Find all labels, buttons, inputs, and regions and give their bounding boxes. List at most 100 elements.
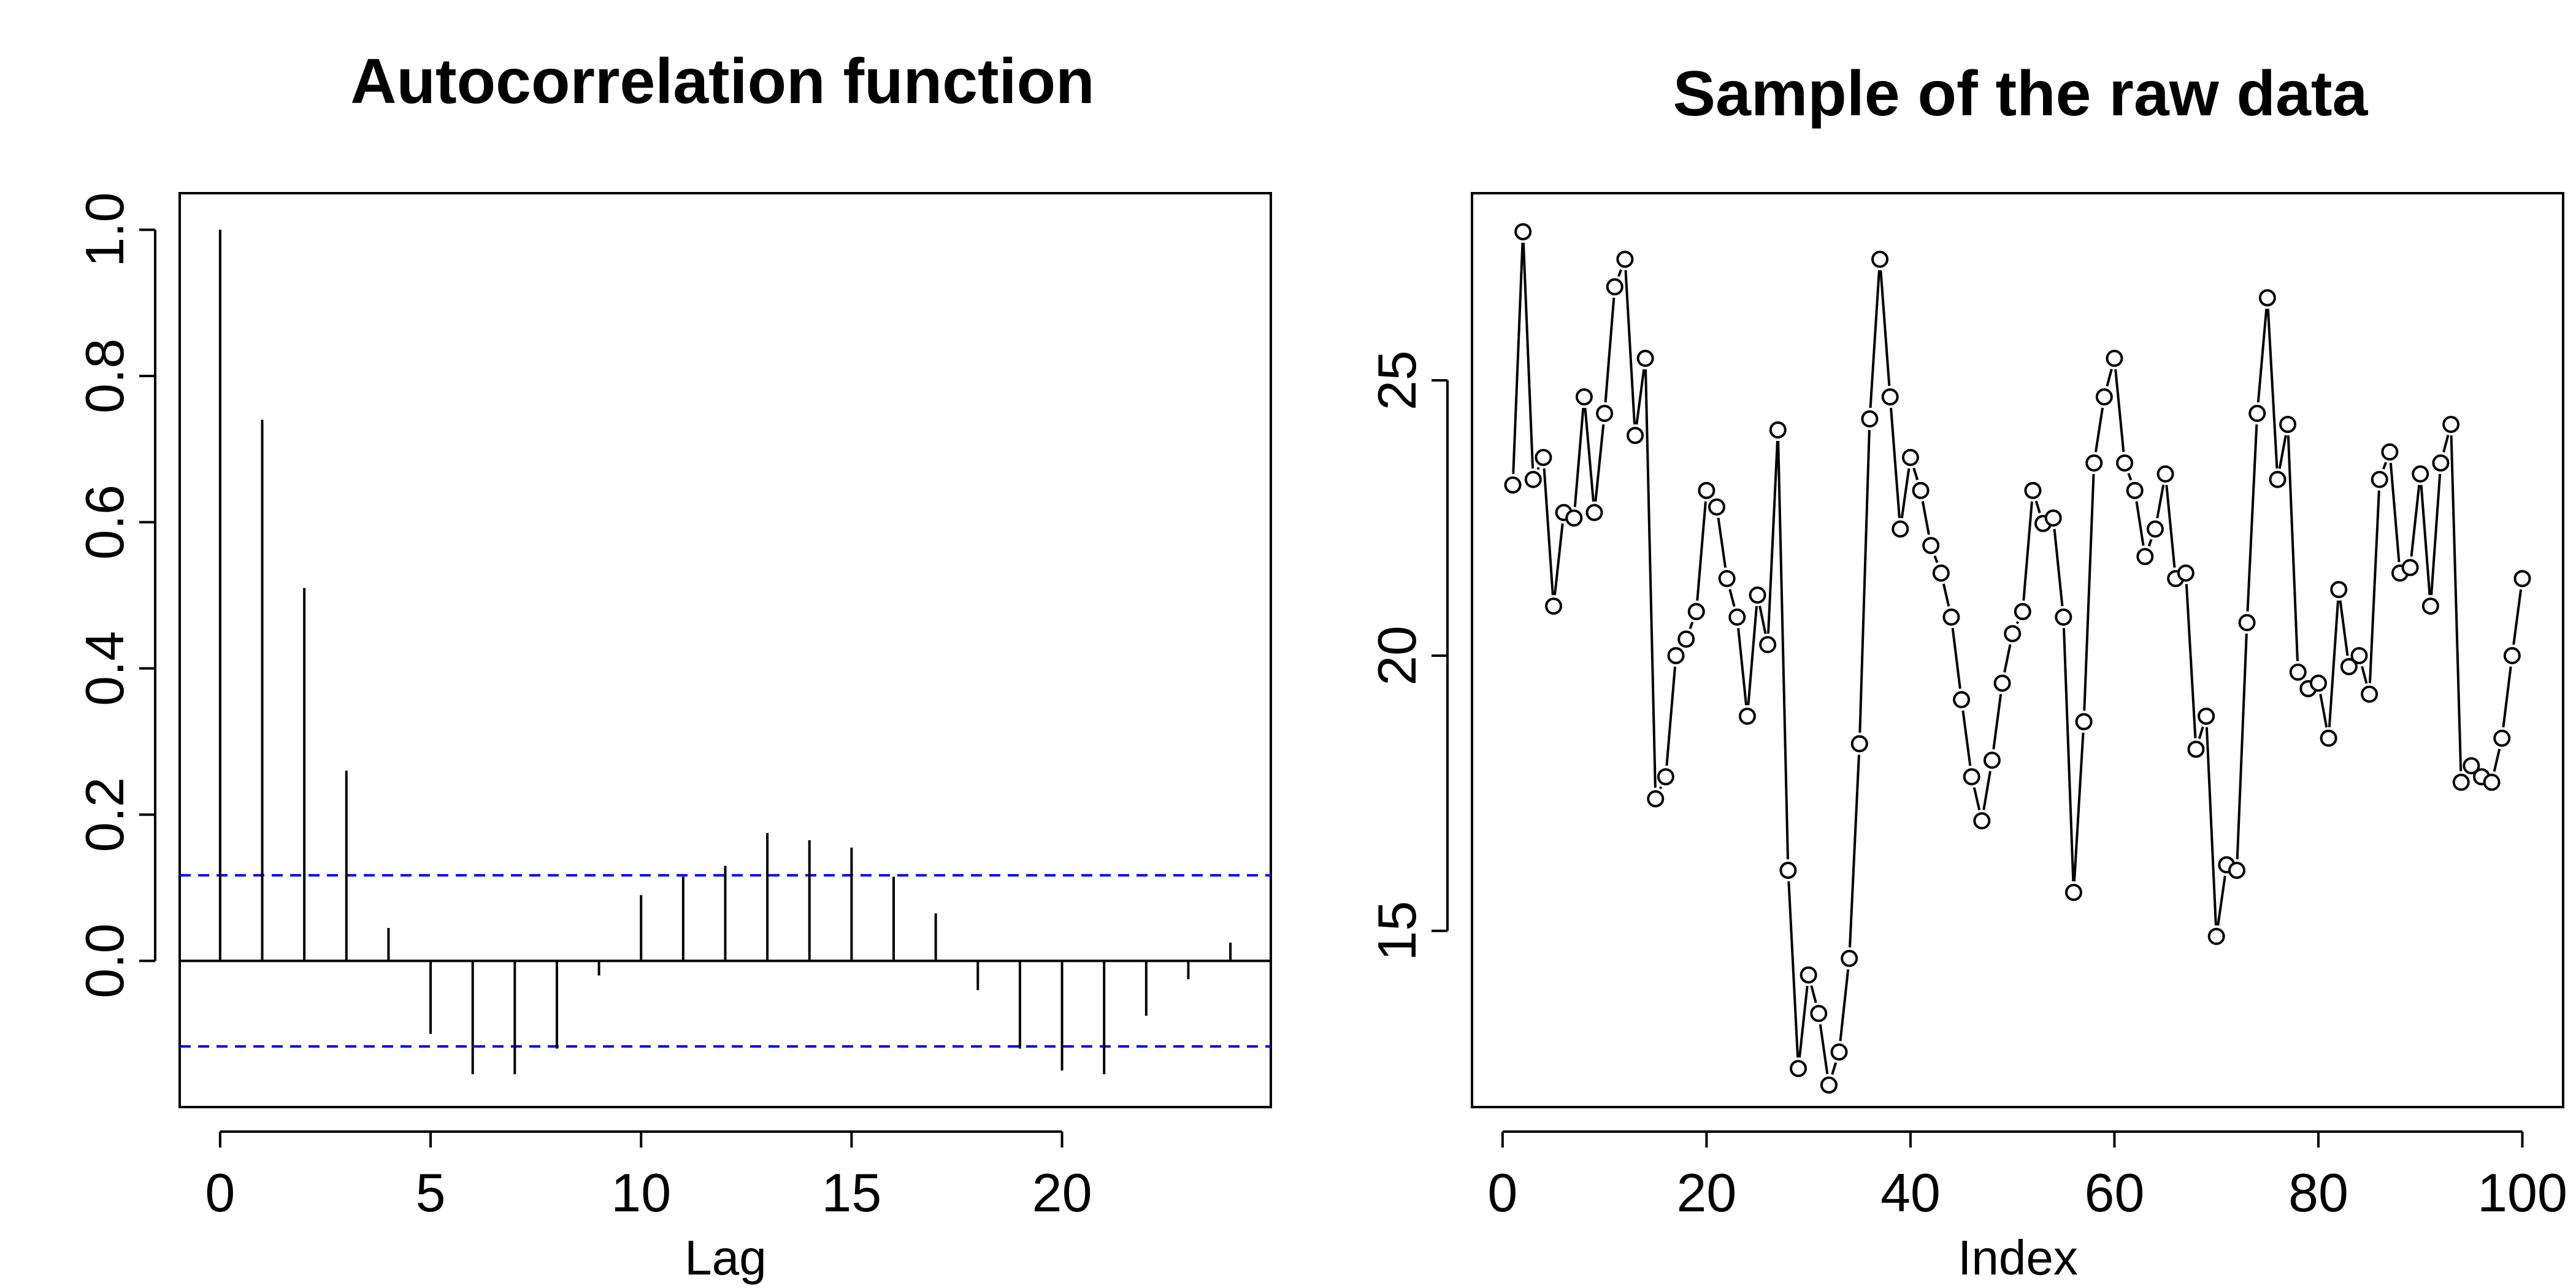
raw-line-segment <box>2246 424 2258 612</box>
acf-y-tick-label: 0.0 <box>74 923 135 998</box>
raw-y-tick-label: 25 <box>1367 350 1427 410</box>
raw-line-segment <box>2003 644 2012 673</box>
raw-line-segment <box>1604 297 1616 403</box>
raw-data-point-73 <box>2238 614 2256 632</box>
raw-line-segment <box>1522 242 1535 469</box>
raw-data-point-5 <box>1545 597 1563 615</box>
raw-data-point-40 <box>1901 448 1919 466</box>
raw-data-point-44 <box>1942 608 1960 626</box>
acf-y-tick-label: 1.0 <box>74 192 135 267</box>
raw-line-segment <box>1912 467 1919 481</box>
raw-line-segment <box>2073 732 2085 882</box>
raw-line-segment <box>1573 407 1585 507</box>
raw-line-segment <box>1798 986 1809 1058</box>
raw-data-point-31 <box>1810 1005 1828 1022</box>
acf-y-tick-label: 0.4 <box>74 631 135 706</box>
raw-line-segment <box>1767 440 1779 634</box>
raw-data-point-52 <box>2024 481 2042 499</box>
raw-line-segment <box>1819 1024 1829 1075</box>
raw-data-point-39 <box>1892 520 1909 538</box>
raw-data-point-87 <box>2381 443 2399 461</box>
raw-line-segment <box>2022 501 2033 601</box>
raw-line-segment <box>2287 435 2299 662</box>
raw-line-segment <box>1717 518 1727 568</box>
acf-panel: Autocorrelation function 0 5 10 15 20 0.0 0.2… <box>74 46 1272 1285</box>
raw-data-point-16 <box>1657 768 1674 786</box>
raw-line-segment <box>1982 770 1991 810</box>
raw-line-segment <box>2165 485 2176 568</box>
raw-data-point-1 <box>1504 476 1522 494</box>
acf-x-tick-label: 0 <box>205 1162 235 1223</box>
raw-data-point-10 <box>1596 405 1614 423</box>
raw-data-point-95 <box>2463 757 2480 775</box>
raw-line-segment <box>2114 369 2125 453</box>
acf-y-tick-label: 0.2 <box>74 777 135 852</box>
raw-x-tick-label: 40 <box>1880 1162 1941 1223</box>
raw-line-segment <box>1831 1062 1838 1075</box>
raw-x-tick-label: 60 <box>2085 1162 2145 1223</box>
raw-y-axis: 15 20 25 <box>1367 350 1449 961</box>
raw-data-point-23 <box>1728 608 1746 626</box>
raw-x-tick-label: 100 <box>2477 1162 2567 1223</box>
raw-line-segment <box>2127 473 2133 481</box>
acf-x-axis: 0 5 10 15 20 <box>205 1130 1092 1223</box>
raw-line-segment <box>1992 694 2003 749</box>
raw-data-point-50 <box>2004 625 2022 643</box>
raw-data-point-56 <box>2064 883 2082 901</box>
raw-y-tick-label: 15 <box>1367 901 1427 961</box>
raw-line-segment <box>1869 270 1880 408</box>
raw-data-point-51 <box>2014 603 2031 621</box>
raw-line-segment <box>2106 369 2113 387</box>
acf-x-tick-label: 15 <box>821 1162 881 1223</box>
raw-line-segment <box>1890 407 1901 518</box>
raw-data-point-47 <box>1973 812 1991 830</box>
raw-marks <box>1504 223 2531 1094</box>
raw-line-segment <box>2185 584 2197 738</box>
raw-x-tick-label: 0 <box>1487 1162 1517 1223</box>
raw-data-point-99 <box>2503 646 2521 664</box>
raw-data-point-57 <box>2075 713 2093 730</box>
raw-data-point-15 <box>1647 790 1665 808</box>
raw-line-segment <box>2198 726 2204 739</box>
raw-line-segment <box>1659 786 1663 789</box>
raw-x-axis-label: Index <box>1958 1230 2078 1285</box>
raw-data-point-48 <box>1983 751 2001 769</box>
raw-data-point-42 <box>1922 537 1940 554</box>
raw-line-segment <box>1921 501 1930 535</box>
raw-data-point-60 <box>2106 350 2123 367</box>
raw-line-segment <box>1951 627 1961 689</box>
raw-line-segment <box>2256 309 2268 403</box>
raw-line-segment <box>2442 434 2450 453</box>
raw-line-segment <box>1839 969 1850 1041</box>
raw-data-point-17 <box>1667 646 1685 664</box>
raw-data-point-91 <box>2421 597 2439 615</box>
raw-line-segment <box>2083 473 2095 711</box>
raw-data-point-25 <box>1749 586 1766 604</box>
raw-data-point-55 <box>2055 608 2072 626</box>
raw-line-segment <box>2217 875 2226 926</box>
raw-data-point-32 <box>1820 1076 1838 1094</box>
raw-data-point-49 <box>1993 674 2011 692</box>
raw-line-segment <box>1758 605 1767 634</box>
raw-line-segment <box>1728 589 1736 607</box>
raw-line-segment <box>1747 606 1758 705</box>
raw-line-segment <box>1594 424 1605 502</box>
raw-line-segment <box>1617 269 1623 277</box>
raw-data-point-20 <box>1698 481 1715 499</box>
raw-line-segment <box>1972 787 1981 811</box>
raw-line-segment <box>2512 589 2523 645</box>
raw-data-point-58 <box>2085 454 2103 472</box>
raw-data-point-37 <box>1871 250 1889 268</box>
raw-data-point-2 <box>1514 223 1532 240</box>
raw-data-point-35 <box>1850 735 1868 753</box>
raw-data-point-70 <box>2207 927 2225 945</box>
raw-data-point-83 <box>2340 657 2358 675</box>
acf-x-axis-label: Lag <box>684 1230 766 1285</box>
raw-line-segment <box>2493 748 2501 772</box>
raw-data-point-67 <box>2177 564 2195 582</box>
raw-data-point-18 <box>1677 631 1695 648</box>
raw-data-point-36 <box>1861 410 1879 428</box>
raw-line-segment <box>2430 473 2442 596</box>
raw-data-point-27 <box>1769 421 1787 439</box>
raw-data-point-62 <box>2126 481 2144 499</box>
